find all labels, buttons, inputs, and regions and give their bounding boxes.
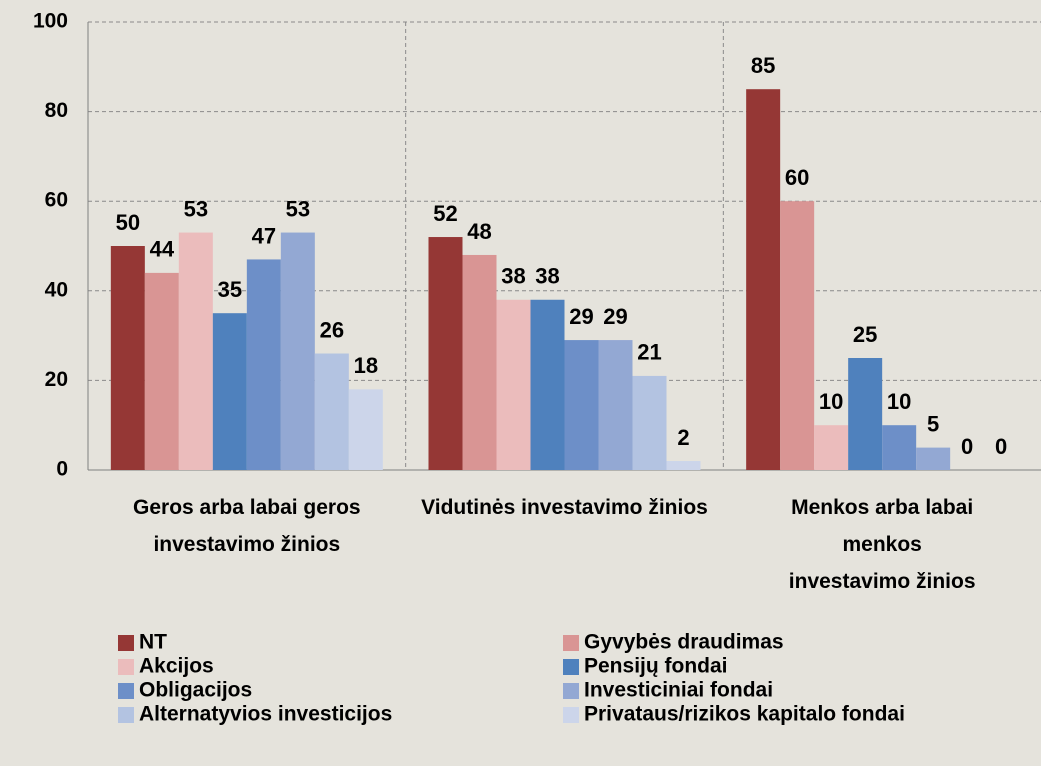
bar — [780, 201, 815, 470]
data-label: 26 — [320, 317, 344, 342]
data-label: 53 — [286, 196, 310, 221]
data-label: 29 — [569, 304, 593, 329]
data-label: 47 — [252, 223, 276, 248]
x-tick-label: Menkos arba labai menkos investavimo žin… — [788, 496, 976, 593]
x-tick-label: Geros arba labai geros investavimo žinio… — [133, 496, 361, 556]
y-tick-label: 80 — [45, 99, 68, 122]
data-label: 48 — [467, 219, 491, 244]
data-label: 60 — [785, 165, 809, 190]
legend-label: Investiciniai fondai — [584, 679, 773, 702]
data-label: 52 — [433, 201, 457, 226]
data-label: 53 — [184, 196, 208, 221]
legend-swatch — [563, 635, 579, 651]
legend-swatch — [563, 659, 579, 675]
y-tick-label: 40 — [45, 278, 68, 301]
legend-label: Gyvybės draudimas — [584, 631, 784, 654]
data-label: 18 — [354, 353, 378, 378]
data-label: 29 — [603, 304, 627, 329]
y-tick-label: 60 — [45, 189, 68, 212]
data-label: 0 — [961, 434, 973, 459]
y-tick-label: 0 — [56, 458, 68, 481]
bar — [462, 254, 497, 470]
data-label: 10 — [819, 389, 843, 414]
bar — [564, 340, 599, 470]
data-label: 21 — [637, 340, 661, 365]
data-label: 2 — [677, 425, 689, 450]
y-tick-label: 100 — [33, 10, 68, 33]
data-label: 38 — [535, 264, 559, 289]
bar — [280, 232, 315, 470]
bar — [530, 299, 565, 470]
data-label: 0 — [995, 434, 1007, 459]
bar — [916, 447, 951, 470]
data-label: 35 — [218, 277, 242, 302]
bar — [144, 272, 179, 470]
bar — [632, 375, 667, 470]
legend-swatch — [118, 659, 134, 675]
bar — [110, 246, 145, 470]
bar — [814, 425, 849, 470]
bar — [848, 358, 883, 470]
bar — [246, 259, 281, 470]
y-tick-label: 20 — [45, 368, 68, 391]
bar — [212, 313, 247, 470]
bar — [598, 340, 633, 470]
legend-swatch — [563, 707, 579, 723]
legend-label: Akcijos — [139, 655, 214, 678]
data-label: 38 — [501, 264, 525, 289]
data-label: 50 — [116, 210, 140, 235]
legend-label: Alternatyvios investicijos — [139, 703, 392, 726]
data-label: 85 — [751, 53, 775, 78]
bar — [666, 461, 701, 470]
legend-label: NT — [139, 631, 167, 654]
data-label: 10 — [887, 389, 911, 414]
x-tick-label: Vidutinės investavimo žinios — [421, 496, 708, 519]
bar — [178, 232, 213, 470]
bar — [314, 353, 349, 470]
legend-label: Pensijų fondai — [584, 655, 728, 678]
data-label: 44 — [150, 237, 175, 262]
legend-label: Privataus/rizikos kapitalo fondai — [584, 703, 905, 726]
data-label: 25 — [853, 322, 877, 347]
legend-swatch — [563, 683, 579, 699]
bar — [348, 389, 383, 470]
legend-swatch — [118, 683, 134, 699]
legend-swatch — [118, 707, 134, 723]
legend-swatch — [118, 635, 134, 651]
bar — [428, 237, 463, 470]
bar — [496, 299, 531, 470]
bar — [882, 425, 917, 470]
legend-label: Obligacijos — [139, 679, 252, 702]
data-label: 5 — [927, 411, 939, 436]
bar — [746, 89, 781, 470]
